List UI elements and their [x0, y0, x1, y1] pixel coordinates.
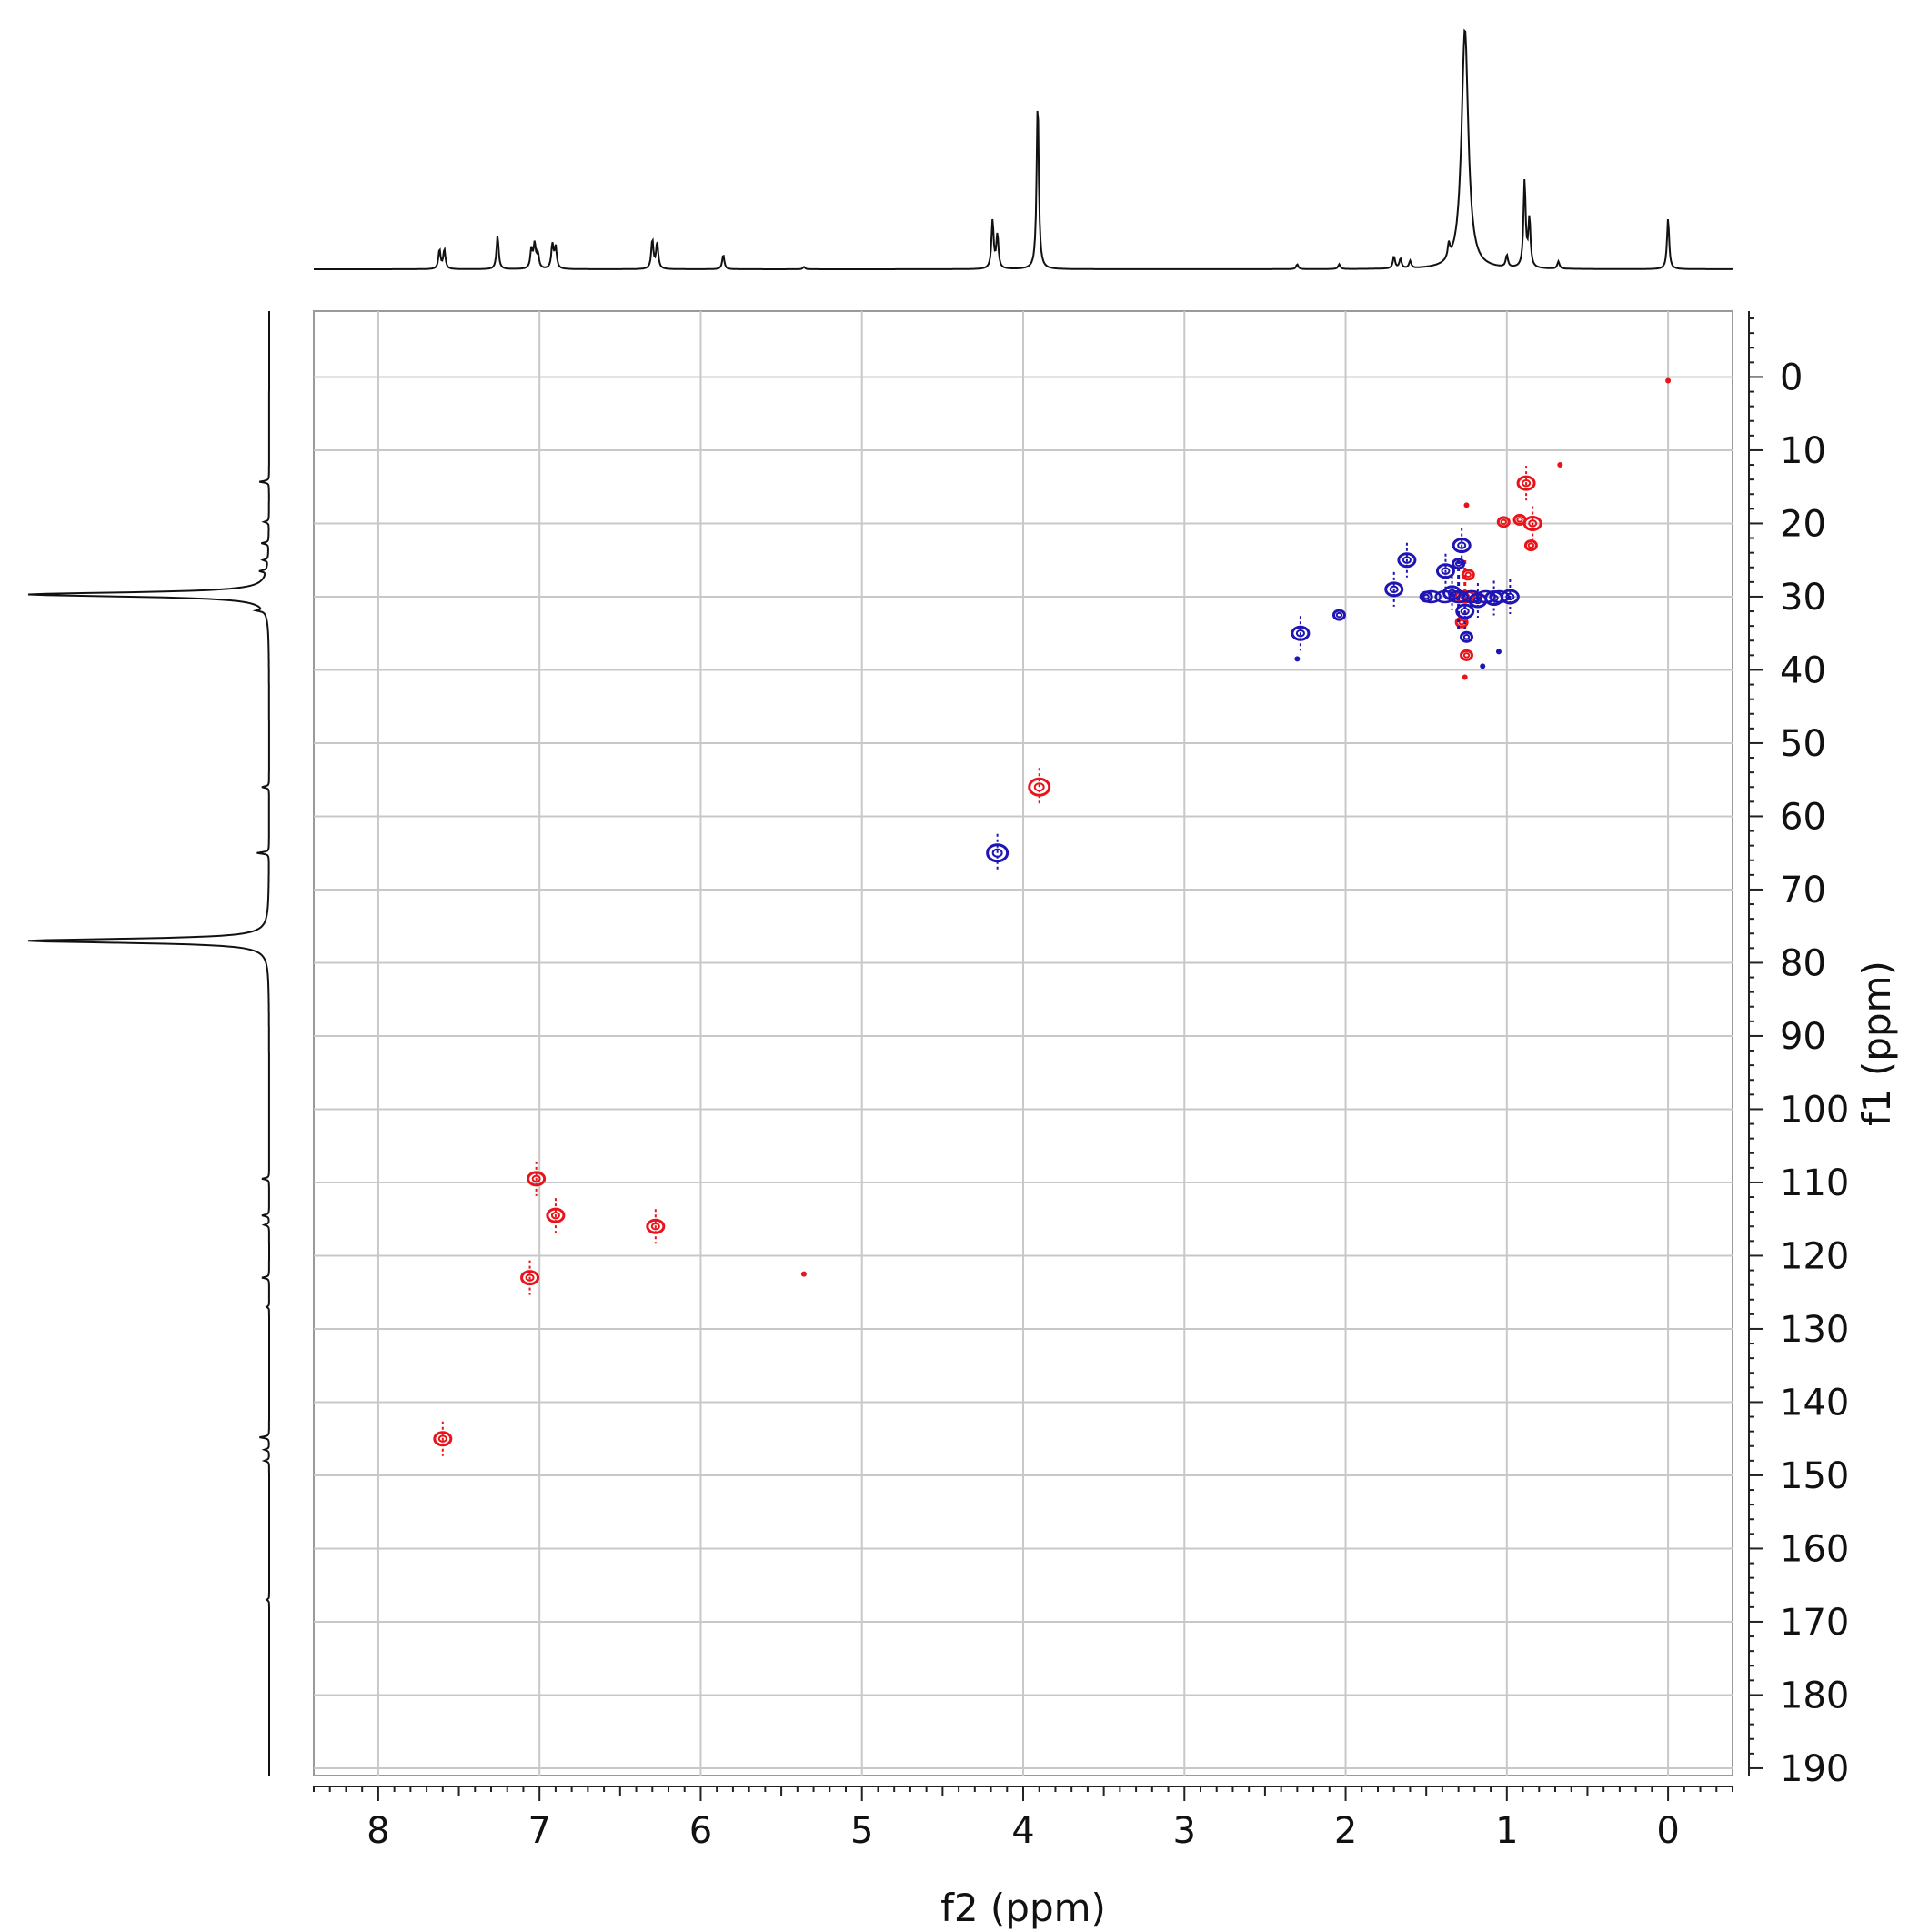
negative-cross-peak — [1331, 609, 1346, 621]
positive-cross-peak — [1462, 674, 1468, 680]
negative-cross-peak — [1397, 542, 1417, 578]
positive-cross-peak — [1460, 649, 1473, 661]
y-tick-label: 0 — [1780, 357, 1803, 398]
cross-peaks — [433, 377, 1672, 1456]
y-tick-label: 100 — [1780, 1089, 1849, 1131]
y-tick-label: 130 — [1780, 1309, 1849, 1351]
x-tick-label: 2 — [1334, 1810, 1357, 1852]
positive-cross-peak — [546, 1198, 566, 1233]
x-tick-label: 3 — [1173, 1810, 1196, 1852]
negative-cross-peak — [1291, 616, 1311, 651]
y-tick-label: 190 — [1780, 1748, 1849, 1790]
negative-cross-peak — [1460, 630, 1473, 643]
x-tick-label: 7 — [527, 1810, 550, 1852]
positive-cross-peak — [433, 1421, 453, 1456]
y-tick-label: 90 — [1780, 1016, 1826, 1058]
negative-cross-peak — [1484, 580, 1504, 616]
x-tick-label: 4 — [1011, 1810, 1034, 1852]
positive-cross-peak — [527, 1161, 547, 1196]
positive-cross-peak — [1461, 569, 1475, 581]
y-tick-label: 180 — [1780, 1675, 1849, 1716]
y-tick-label: 20 — [1780, 503, 1826, 545]
negative-cross-peak — [986, 833, 1010, 872]
negative-cross-peak — [1435, 553, 1455, 589]
y-tick-label: 70 — [1780, 870, 1826, 911]
y-tick-label: 170 — [1780, 1602, 1849, 1644]
y-tick-label: 50 — [1780, 723, 1826, 765]
positive-cross-peak — [1557, 462, 1563, 468]
negative-cross-peak — [1500, 579, 1520, 614]
positive-cross-peak — [1665, 377, 1672, 384]
y-tick-label: 10 — [1780, 430, 1826, 472]
x-tick-label: 6 — [689, 1810, 712, 1852]
positive-cross-peak — [1496, 516, 1511, 528]
f2-projection-trace — [314, 28, 1733, 270]
f1-projection-spectrum — [27, 311, 270, 1776]
y-tick-label: 60 — [1780, 796, 1826, 838]
x-tick-label: 1 — [1495, 1810, 1518, 1852]
positive-cross-peak — [1523, 539, 1538, 552]
x-tick-label: 8 — [367, 1810, 389, 1852]
positive-cross-peak — [1512, 513, 1527, 526]
grid — [314, 311, 1733, 1776]
y-tick-label: 160 — [1780, 1528, 1849, 1570]
positive-cross-peak — [1463, 502, 1470, 508]
y-tick-label: 110 — [1780, 1162, 1849, 1204]
y-tick-label: 150 — [1780, 1455, 1849, 1497]
y-axis-label: f1 (ppm) — [1854, 961, 1899, 1126]
positive-cross-peak — [1028, 768, 1051, 807]
positive-cross-peak — [1516, 466, 1536, 501]
y-tick-label: 40 — [1780, 649, 1826, 691]
x-axis: 8 7 6 5 4 3 2 1 0 — [313, 1786, 1733, 1852]
x-axis-label: f2 (ppm) — [940, 1886, 1106, 1930]
y-tick-label: 30 — [1780, 577, 1826, 619]
negative-cross-peak — [1294, 656, 1301, 662]
negative-cross-peak — [1384, 571, 1404, 607]
f2-projection-spectrum — [314, 28, 1733, 270]
positive-cross-peak — [800, 1271, 807, 1277]
y-tick-label: 120 — [1780, 1235, 1849, 1277]
negative-cross-peak — [1495, 649, 1502, 655]
x-tick-label: 5 — [850, 1810, 873, 1852]
positive-cross-peak — [520, 1260, 540, 1295]
negative-cross-peak — [1455, 594, 1475, 629]
negative-cross-peak — [1480, 663, 1486, 669]
y-tick-label: 80 — [1780, 942, 1826, 984]
x-tick-label: 0 — [1656, 1810, 1679, 1852]
y-axis: 0 10 20 30 40 50 60 70 80 90 100 110 120 130 140 150 160… — [1748, 311, 1849, 1790]
f1-projection-trace — [27, 311, 270, 1776]
positive-cross-peak — [646, 1209, 666, 1244]
y-tick-label: 140 — [1780, 1382, 1849, 1424]
negative-cross-peak — [1452, 528, 1472, 563]
